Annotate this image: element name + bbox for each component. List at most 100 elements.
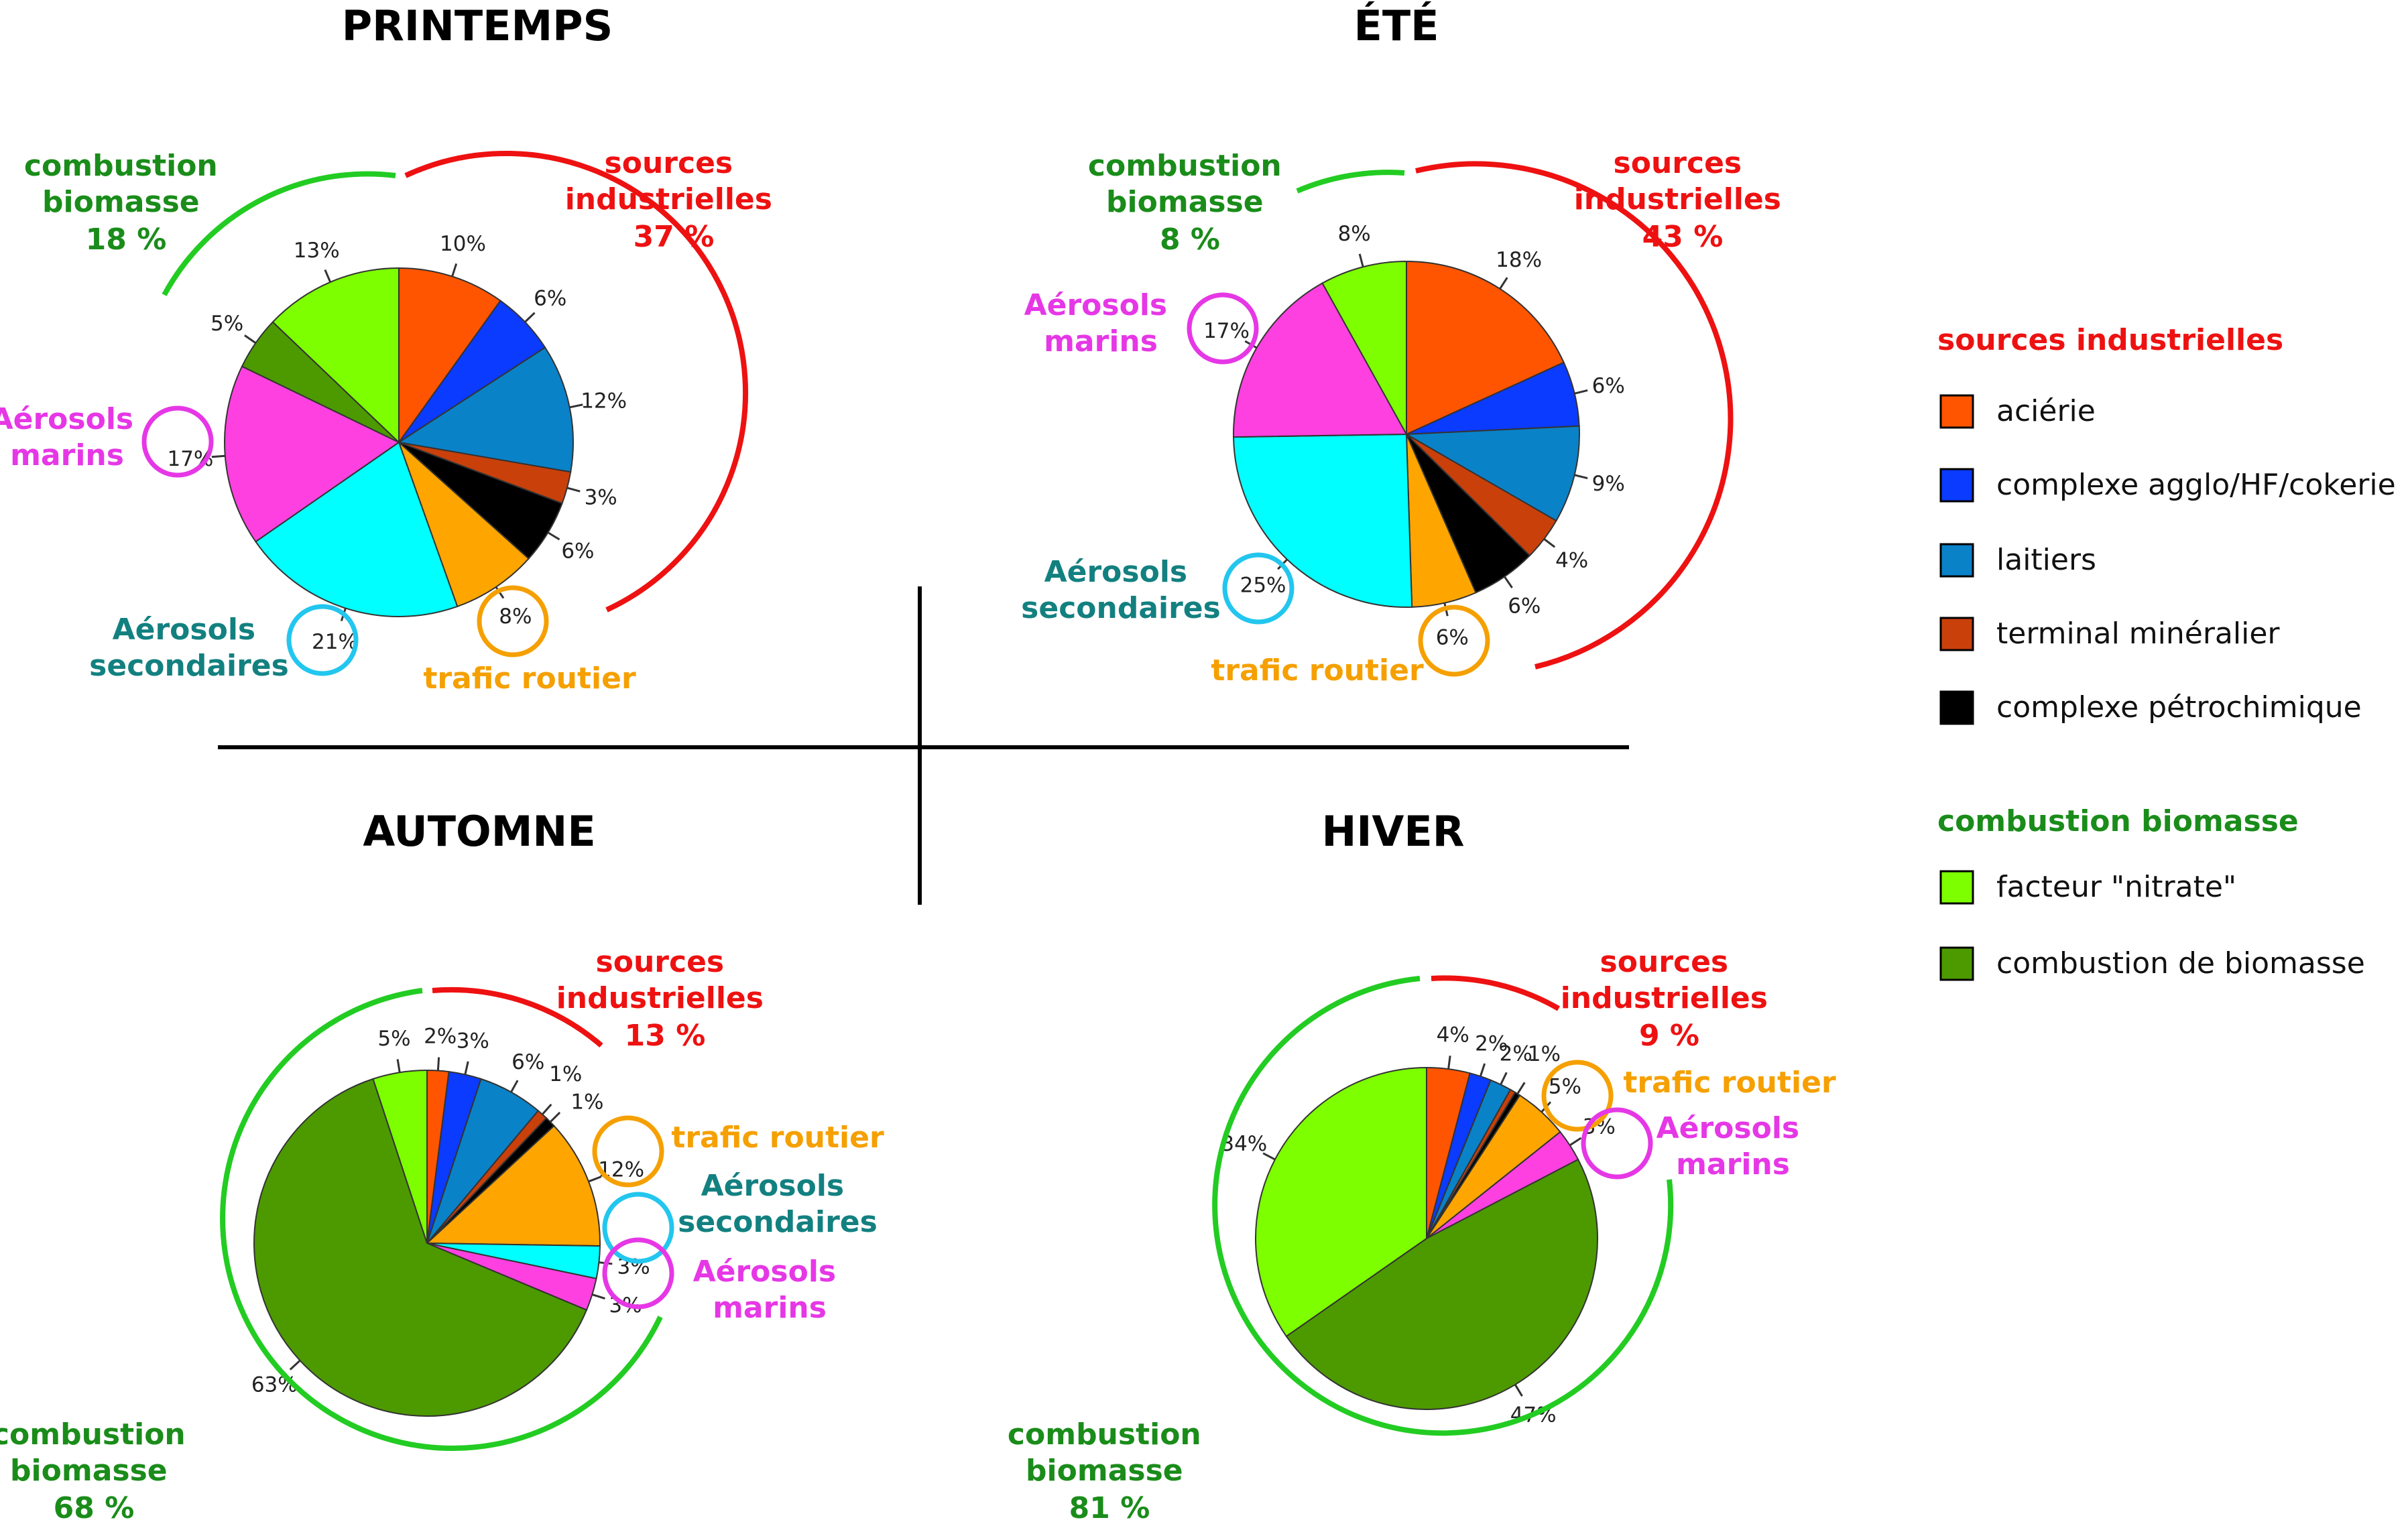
label-traffic-printemps: trafic routier xyxy=(423,661,636,696)
legend-label-biomasse: combustion de biomasse xyxy=(1996,946,2365,980)
slice-label-facteur-nitrate: 13% xyxy=(294,239,340,263)
slice-combustion-de-biomasse xyxy=(253,1078,588,1417)
label-biomass-ete: combustion biomasse 8 % xyxy=(1088,149,1292,257)
slice-facteur-nitrate xyxy=(272,267,400,444)
slice-trafic-routier xyxy=(425,1125,601,1247)
label-marine-hiver: Aérosols marins xyxy=(1657,1111,1810,1182)
slice-label-combustion-de-biomasse: 5% xyxy=(210,312,243,336)
legend-label-laitiers: laitiers xyxy=(1996,543,2096,577)
label-industry-ete: sources industrielles 43 % xyxy=(1574,146,1792,254)
slice-label-aerosols-secondaires: 21% xyxy=(312,630,358,654)
slice-tick-laitiers xyxy=(1574,474,1588,479)
legend-swatch-acierie xyxy=(1939,394,1974,429)
slice-label-complexe-agglo-hf-cokerie: 6% xyxy=(1592,374,1625,398)
slice-label-laitiers: 9% xyxy=(1592,472,1625,496)
slice-aerosols-marins xyxy=(1233,282,1408,438)
slice-tick-complexe-agglo-hf-cokerie xyxy=(1574,389,1588,395)
slice-label-facteur-nitrate: 34% xyxy=(1221,1132,1267,1156)
slice-label-terminal-mineralier: 1% xyxy=(549,1062,582,1086)
slice-tick-facteur-nitrate xyxy=(324,269,332,283)
slice-label-trafic-routier: 8% xyxy=(499,605,532,629)
slice-tick-laitiers xyxy=(510,1080,519,1093)
legend-label-acierie: aciérie xyxy=(1996,394,2096,428)
label-biomass-automne: combustion biomasse 68 % xyxy=(0,1417,196,1524)
slice-tick-combustion-de-biomasse xyxy=(289,1359,301,1371)
label-secondary-printemps: Aérosols secondaires xyxy=(89,613,289,683)
arc-industry-printemps xyxy=(404,150,749,613)
slice-label-complexe-agglo-hf-cokerie: 3% xyxy=(457,1029,489,1054)
slice-tick-acierie xyxy=(451,263,458,277)
label-traffic-hiver: trafic routier xyxy=(1623,1066,1836,1100)
label-secondary-ete: Aérosols secondaires xyxy=(1021,555,1221,625)
slice-label-facteur-nitrate: 8% xyxy=(1338,222,1371,246)
arc-industry-automne xyxy=(432,987,603,1048)
slice-tick-complexe-agglo-hf-cokerie xyxy=(1479,1063,1486,1077)
slice-aerosols-marins xyxy=(224,365,400,543)
highlight-marine-printemps xyxy=(141,405,214,478)
slice-tick-facteur-nitrate xyxy=(1358,253,1364,267)
slice-laitiers xyxy=(1404,425,1581,522)
slice-tick-aerosols-marins xyxy=(211,454,225,458)
slice-label-laitiers: 12% xyxy=(581,389,627,413)
highlight-marine-hiver xyxy=(1581,1107,1653,1180)
label-biomass-printemps: combustion biomasse 18 % xyxy=(24,149,228,257)
slice-tick-complexe-petrochimique xyxy=(547,531,560,541)
highlight-marine-automne xyxy=(602,1237,674,1310)
slice-aerosols-secondaires xyxy=(254,441,459,617)
slice-label-facteur-nitrate: 5% xyxy=(377,1027,410,1051)
slice-tick-laitiers xyxy=(1500,1072,1508,1085)
slice-label-acierie: 10% xyxy=(440,232,486,256)
slice-label-trafic-routier: 5% xyxy=(1549,1075,1581,1099)
legend-swatch-petrochimique xyxy=(1939,690,1974,725)
arc-biomass-ete xyxy=(1296,170,1405,194)
slice-acierie xyxy=(398,267,501,445)
slice-label-acierie: 18% xyxy=(1496,248,1542,272)
highlight-secondary-printemps xyxy=(286,604,359,676)
title-ete: ÉTÉ xyxy=(1354,1,1439,50)
slice-tick-complexe-agglo-hf-cokerie xyxy=(524,312,536,323)
legend-label-terminal: terminal minéralier xyxy=(1996,617,2280,651)
highlight-secondary-automne xyxy=(602,1192,674,1264)
slice-label-combustion-de-biomasse: 63% xyxy=(251,1373,298,1397)
arc-industry-ete xyxy=(1415,161,1734,670)
arc-biomass-printemps xyxy=(162,171,396,296)
highlight-secondary-ete xyxy=(1222,552,1295,625)
slice-label-laitiers: 6% xyxy=(511,1050,544,1074)
label-traffic-ete: trafic routier xyxy=(1211,653,1424,688)
legend-label-agglo: complexe agglo/HF/cokerie xyxy=(1996,468,2396,502)
label-industry-automne: sources industrielles 13 % xyxy=(556,945,774,1053)
arc-biomass-hiver xyxy=(1212,976,1674,1436)
slice-tick-facteur-nitrate xyxy=(1262,1152,1276,1161)
slice-tick-trafic-routier xyxy=(588,1176,602,1183)
highlight-traffic-automne xyxy=(592,1115,664,1188)
highlight-traffic-printemps xyxy=(477,585,549,657)
slice-label-complexe-petrochimique: 6% xyxy=(561,539,594,564)
legend-swatch-laitiers xyxy=(1939,543,1974,578)
slice-combustion-de-biomasse xyxy=(1285,1158,1598,1410)
pie-ete: 18% 6% 9% 4% 6% 6% 25% 17% 8% xyxy=(1203,222,1625,649)
slice-tick-terminal-mineralier xyxy=(1543,538,1556,548)
slice-label-terminal-mineralier: 3% xyxy=(585,486,617,510)
slice-label-complexe-agglo-hf-cokerie: 6% xyxy=(534,287,566,311)
slice-facteur-nitrate xyxy=(372,1069,428,1244)
title-automne: AUTOMNE xyxy=(363,807,595,856)
highlight-traffic-ete xyxy=(1418,605,1490,677)
legend-biomass-title: combustion biomasse xyxy=(1937,804,2299,838)
label-industry-printemps: sources industrielles 37 % xyxy=(565,146,783,254)
slice-tick-facteur-nitrate xyxy=(396,1059,401,1073)
slice-laitiers xyxy=(397,346,574,473)
slice-label-aerosols-marins: 17% xyxy=(1203,319,1250,343)
slice-tick-complexe-petrochimique xyxy=(549,1111,561,1123)
label-marine-printemps: Aérosols marins xyxy=(0,402,143,472)
arc-biomass-automne xyxy=(220,988,663,1452)
legend-swatch-nitrate xyxy=(1939,870,1974,905)
title-printemps: PRINTEMPS xyxy=(342,1,613,50)
legend-swatch-biomasse xyxy=(1939,946,1974,981)
slice-tick-combustion-de-biomasse xyxy=(1514,1384,1523,1397)
label-traffic-automne: trafic routier xyxy=(671,1121,884,1155)
legend-label-nitrate: facteur "nitrate" xyxy=(1996,870,2236,904)
slice-label-laitiers: 2% xyxy=(1500,1041,1532,1066)
label-marine-automne: Aérosols marins xyxy=(693,1255,847,1325)
slice-label-complexe-petrochimique: 1% xyxy=(570,1090,603,1115)
slice-label-trafic-routier: 6% xyxy=(1436,625,1469,649)
